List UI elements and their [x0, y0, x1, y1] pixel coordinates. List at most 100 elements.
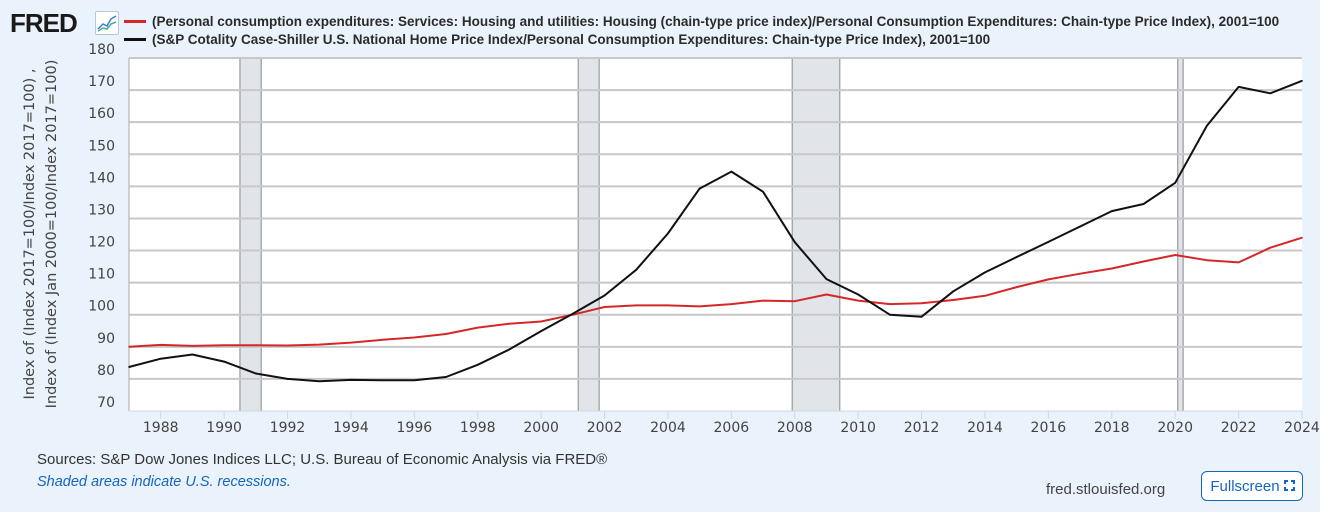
chart-line-icon[interactable]: [95, 11, 119, 35]
legend-swatch-black: [124, 37, 146, 41]
x-tick-label: 2016: [1031, 420, 1067, 436]
recession-band: [239, 58, 262, 411]
data-point[interactable]: [1237, 86, 1240, 88]
data-point[interactable]: [223, 344, 225, 347]
y-tick-label: 160: [88, 106, 115, 122]
x-tick-label: 1988: [143, 420, 179, 436]
data-point[interactable]: [255, 344, 257, 347]
data-point[interactable]: [762, 299, 764, 302]
data-point[interactable]: [920, 302, 923, 304]
series-line-housing-pce[interactable]: [128, 236, 1303, 348]
data-point[interactable]: [508, 348, 511, 351]
data-point[interactable]: [1047, 241, 1050, 243]
data-point[interactable]: [540, 330, 542, 332]
data-point[interactable]: [572, 312, 574, 315]
data-point[interactable]: [952, 299, 955, 301]
data-point[interactable]: [1237, 261, 1240, 264]
data-point[interactable]: [1269, 246, 1272, 249]
data-point[interactable]: [635, 304, 638, 307]
data-point[interactable]: [540, 320, 542, 323]
data-point[interactable]: [286, 378, 289, 380]
data-point[interactable]: [825, 278, 828, 280]
data-point[interactable]: [1110, 267, 1113, 270]
data-point[interactable]: [128, 366, 130, 368]
data-point[interactable]: [952, 290, 955, 293]
fred-logo[interactable]: FRED: [10, 8, 78, 38]
data-point[interactable]: [1079, 225, 1081, 228]
data-point[interactable]: [635, 269, 638, 271]
x-tick-label: 2004: [650, 420, 686, 436]
y-tick-label: 130: [88, 202, 115, 218]
data-point[interactable]: [1015, 286, 1018, 288]
data-point[interactable]: [1110, 210, 1113, 212]
legend-item-housing-pce[interactable]: (Personal consumption expenditures: Serv…: [124, 12, 1279, 30]
legend-swatch-red: [124, 19, 146, 23]
data-point[interactable]: [318, 343, 321, 346]
data-point[interactable]: [476, 326, 479, 329]
data-point[interactable]: [159, 357, 162, 360]
data-point[interactable]: [350, 341, 352, 344]
data-point[interactable]: [1301, 79, 1303, 82]
data-point[interactable]: [603, 294, 606, 297]
data-point[interactable]: [825, 293, 828, 296]
data-point[interactable]: [793, 241, 796, 244]
data-point[interactable]: [508, 322, 511, 325]
data-point[interactable]: [191, 353, 194, 356]
data-point[interactable]: [1142, 203, 1145, 205]
data-point[interactable]: [159, 344, 162, 346]
data-point[interactable]: [413, 379, 416, 381]
data-point[interactable]: [698, 187, 701, 190]
gridlines: [128, 57, 1302, 412]
data-point[interactable]: [381, 379, 384, 381]
data-point[interactable]: [793, 300, 796, 303]
data-point[interactable]: [445, 376, 447, 378]
y-tick-label: 120: [88, 235, 115, 251]
data-point[interactable]: [730, 303, 733, 305]
recession-shading: [239, 58, 1184, 411]
data-point[interactable]: [286, 344, 289, 347]
data-point[interactable]: [857, 293, 859, 296]
fullscreen-button[interactable]: Fullscreen: [1201, 471, 1303, 501]
data-point[interactable]: [1269, 92, 1272, 95]
data-point[interactable]: [476, 363, 479, 366]
data-point[interactable]: [1206, 259, 1208, 261]
data-point[interactable]: [1206, 124, 1208, 127]
data-point[interactable]: [1301, 236, 1303, 239]
data-point[interactable]: [1142, 260, 1145, 263]
data-point[interactable]: [1047, 278, 1050, 281]
data-point[interactable]: [1174, 254, 1176, 256]
data-point[interactable]: [698, 305, 701, 308]
data-point[interactable]: [318, 380, 321, 382]
y-tick-label: 80: [97, 363, 115, 379]
data-point[interactable]: [445, 333, 447, 335]
y-axis-label: Index of (Index 2017=100/Index 2017=100)…: [22, 60, 60, 409]
data-point[interactable]: [191, 345, 194, 347]
site-link[interactable]: fred.stlouisfed.org: [1046, 481, 1166, 498]
legend-label: (Personal consumption expenditures: Serv…: [152, 14, 1280, 29]
data-point[interactable]: [1015, 256, 1018, 258]
data-point[interactable]: [984, 271, 986, 274]
y-axis-ticks: 70 80 90 100 110 120 130 140 150 160 170 180: [88, 42, 115, 411]
data-point[interactable]: [920, 315, 923, 318]
data-point[interactable]: [667, 304, 669, 307]
y-axis-label-line-1: Index of (Index 2017=100/Index 2017=100)…: [22, 68, 38, 399]
data-point[interactable]: [1079, 272, 1081, 275]
data-point[interactable]: [255, 372, 257, 375]
data-point[interactable]: [381, 338, 384, 341]
data-point[interactable]: [762, 191, 764, 193]
data-point[interactable]: [889, 303, 891, 305]
data-point[interactable]: [350, 379, 352, 381]
data-point[interactable]: [889, 313, 891, 316]
data-point[interactable]: [857, 299, 859, 302]
data-point[interactable]: [984, 294, 986, 297]
data-point[interactable]: [128, 346, 130, 348]
data-point[interactable]: [413, 336, 416, 339]
legend-item-case-shiller[interactable]: (S&P Cotality Case-Shiller U.S. National…: [124, 30, 1279, 48]
data-point[interactable]: [667, 232, 669, 235]
series-line-case-shiller[interactable]: [128, 79, 1303, 383]
data-point[interactable]: [603, 306, 606, 308]
data-point[interactable]: [223, 360, 225, 363]
data-point[interactable]: [730, 170, 733, 173]
data-point[interactable]: [1174, 182, 1176, 184]
